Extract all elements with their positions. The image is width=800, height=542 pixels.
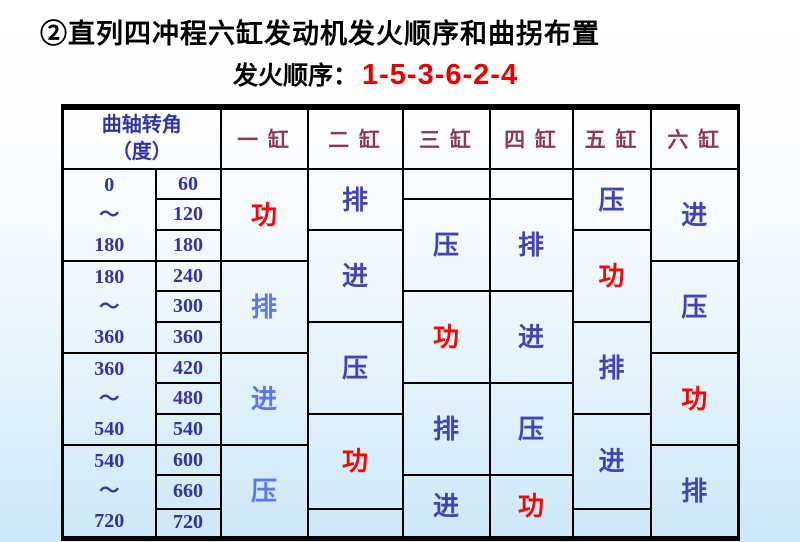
- table-row: 180 ～ 360 240 排 压: [61, 260, 740, 354]
- angle-group-tilde: ～: [99, 388, 120, 410]
- header-crank-angle: 曲轴转角 （度）: [61, 106, 222, 170]
- angle-step-300: 300: [154, 290, 222, 323]
- angle-step-420: 420: [154, 352, 222, 384]
- angle-step-120: 120: [154, 198, 222, 231]
- cell-cyl5-power: 功: [571, 229, 652, 323]
- header-cylinder-3: 三 缸: [401, 106, 491, 170]
- angle-group-180-360: 180 ～ 360: [61, 260, 157, 354]
- table-row: 540 功 进: [63, 413, 739, 510]
- angle-group-from: 360: [94, 358, 125, 380]
- table-row: 0 ～ 180 60 功 排 压 进: [61, 168, 740, 262]
- firing-order-label: 发火顺序：: [233, 63, 359, 90]
- cell-cyl6-intake: 进: [649, 168, 740, 262]
- table-row: 480 排 压: [63, 382, 739, 476]
- angle-step-60: 60: [154, 168, 222, 200]
- cell-cyl3-exhaust: 排: [401, 382, 491, 476]
- cell-cyl4-compression: 压: [488, 382, 574, 476]
- angle-group-from: 180: [94, 266, 125, 288]
- angle-step-360: 360: [154, 321, 222, 354]
- angle-group-from: 540: [94, 450, 125, 472]
- slide-title: ②直列四冲程六缸发动机发火顺序和曲拐布置: [40, 19, 600, 49]
- table-row: 360 ～ 540 420 进 功: [61, 352, 740, 446]
- table-row: 180 进 功: [63, 229, 739, 323]
- angle-group-from: 0: [104, 174, 115, 196]
- cell-cyl6-power: 功: [649, 352, 740, 446]
- cell-cyl4-power: 功: [488, 474, 574, 540]
- angle-step-660: 660: [154, 474, 222, 510]
- angle-group-to: 720: [94, 510, 125, 532]
- cell-cyl4-intake: 进: [488, 290, 574, 384]
- cell-cyl1-intake: 进: [219, 352, 309, 446]
- angle-step-240: 240: [154, 260, 222, 292]
- firing-order-line: 发火顺序： 1-5-3-6-2-4: [233, 56, 518, 92]
- angle-group-tilde: ～: [99, 480, 120, 502]
- header-cylinder-6: 六 缸: [649, 106, 740, 170]
- cell-cyl1-compression: 压: [219, 444, 309, 540]
- cell-cyl2-exhaust: 排: [306, 168, 404, 231]
- angle-step-480: 480: [154, 382, 222, 415]
- angle-group-tilde: ～: [99, 204, 120, 226]
- angle-group-0-180: 0 ～ 180: [61, 168, 157, 262]
- angle-step-720: 720: [154, 507, 222, 540]
- cell-cyl2-compression: 压: [306, 321, 404, 415]
- header-cylinder-1: 一 缸: [219, 106, 309, 170]
- cell-cyl2-intake: 进: [306, 229, 404, 323]
- header-crank-angle-title: 曲轴转角: [101, 114, 182, 136]
- cell-cyl2-power: 功: [306, 413, 404, 510]
- table-row: 120 压 排: [63, 198, 739, 292]
- angle-step-540: 540: [154, 413, 222, 446]
- angle-group-tilde: ～: [99, 296, 120, 318]
- angle-step-600: 600: [154, 444, 222, 476]
- cell-cyl5-exhaust: 排: [571, 321, 652, 415]
- header-cylinder-4: 四 缸: [488, 106, 574, 170]
- cell-cyl3-intake: 进: [401, 474, 491, 540]
- angle-group-to: 360: [94, 326, 125, 348]
- cell-cyl1-power: 功: [219, 168, 309, 262]
- angle-group-540-720: 540 ～ 720: [61, 444, 157, 540]
- table-row: 360 压 排: [63, 321, 739, 415]
- angle-group-to: 180: [94, 234, 125, 256]
- header-crank-angle-unit: （度）: [111, 141, 172, 163]
- header-cylinder-2: 二 缸: [306, 106, 404, 170]
- cell-cyl2-blank: [306, 507, 404, 540]
- cell-cyl1-exhaust: 排: [219, 260, 309, 354]
- angle-group-to: 540: [94, 418, 125, 440]
- table-header-row: 曲轴转角 （度） 一 缸 二 缸 三 缸 四 缸 五 缸 六 缸: [61, 106, 740, 170]
- cell-cyl3-blank: [401, 168, 491, 200]
- table-row: 540 ～ 720 600 压 排: [61, 444, 740, 540]
- header-cylinder-5: 五 缸: [571, 106, 652, 170]
- cell-cyl5-intake: 进: [571, 413, 652, 510]
- cell-cyl5-compression: 压: [571, 168, 652, 231]
- cell-cyl4-blank: [488, 168, 574, 200]
- table-row: 300 功 进: [63, 290, 739, 384]
- cell-cyl3-compression: 压: [401, 198, 491, 292]
- cell-cyl6-exhaust: 排: [649, 444, 740, 540]
- firing-order-value: 1-5-3-6-2-4: [362, 59, 519, 91]
- cell-cyl4-exhaust: 排: [488, 198, 574, 292]
- angle-step-180: 180: [154, 229, 222, 262]
- table-row: 660 进 功: [63, 474, 739, 540]
- stroke-timing-table: 曲轴转角 （度） 一 缸 二 缸 三 缸 四 缸 五 缸 六 缸 0 ～ 180…: [61, 104, 740, 541]
- cell-cyl6-compression: 压: [649, 260, 740, 354]
- angle-group-360-540: 360 ～ 540: [61, 352, 157, 446]
- cell-cyl3-power: 功: [401, 290, 491, 384]
- cell-cyl5-blank: [571, 507, 652, 540]
- table-row: 720: [63, 507, 739, 540]
